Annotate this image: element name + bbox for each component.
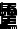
Line: HPV16-FAM: HPV16-FAM	[2, 4, 16, 11]
U1A-TxR	[9, 20, 10, 21]
HPV16-FAM	[5, 10, 6, 11]
Line: U1A-TxR: U1A-TxR	[2, 20, 16, 24]
HPV16-FAM	[7, 10, 8, 11]
U1A-TxR	[13, 20, 14, 21]
Line: HPV16-FAM: HPV16-FAM	[2, 16, 16, 25]
U1A-TxR	[12, 20, 13, 21]
HPV16-FAM	[8, 8, 9, 9]
Text: FIG. 1B.: FIG. 1B.	[0, 15, 19, 29]
HPV16-FAM	[4, 10, 5, 11]
HPV16-FAM	[9, 16, 10, 17]
HPV16-FAM	[15, 17, 16, 18]
Text: FIG. 1A.: FIG. 1A.	[0, 1, 19, 29]
Text: HPV16-FAM: HPV16-FAM	[0, 2, 19, 20]
